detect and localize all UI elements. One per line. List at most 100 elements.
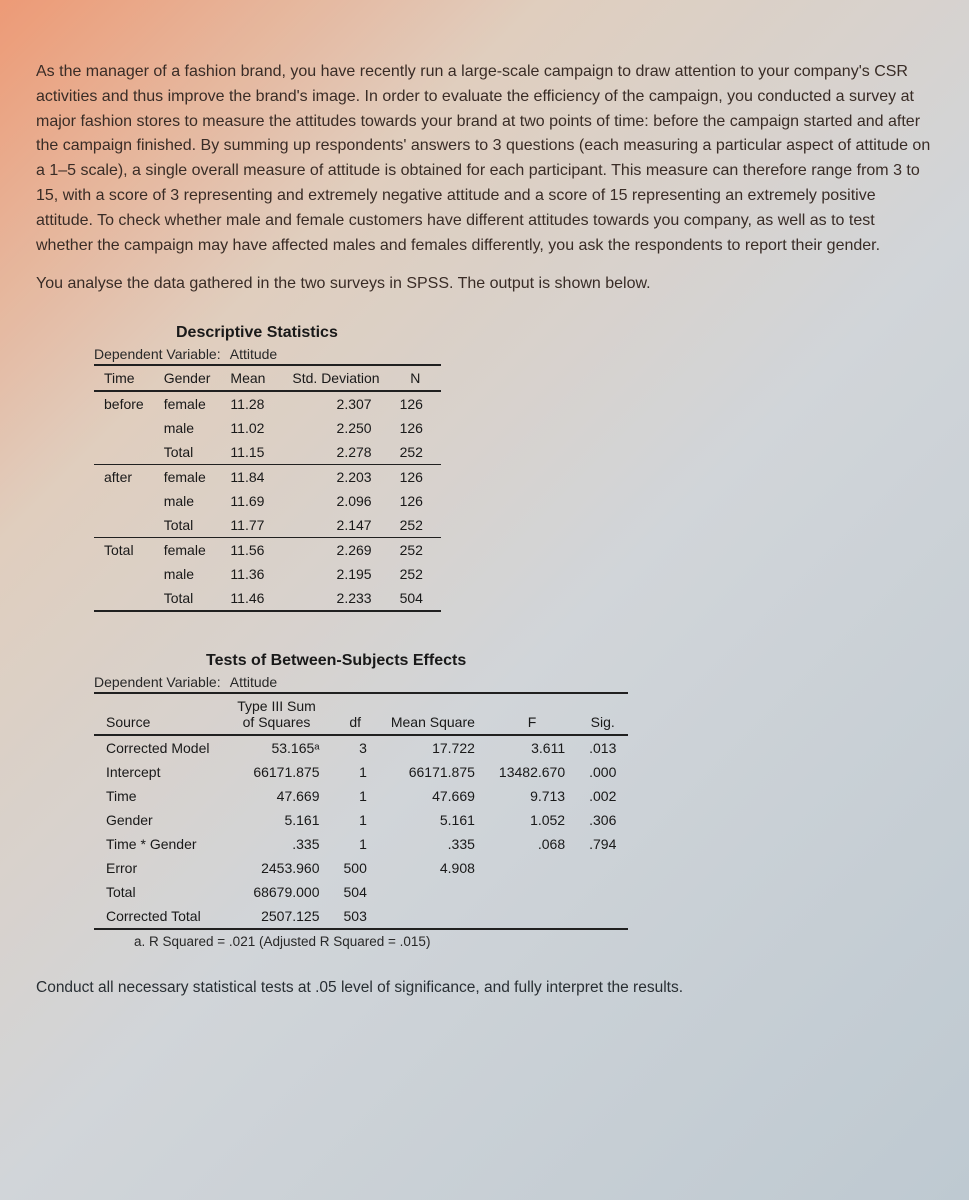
table-row: Time47.669147.6699.713.002 xyxy=(94,784,628,808)
table-cell: Time * Gender xyxy=(94,832,222,856)
table-cell: 1 xyxy=(332,808,379,832)
table-cell: .068 xyxy=(487,832,577,856)
table-cell: male xyxy=(154,416,221,440)
table-cell: 2453.960 xyxy=(222,856,332,880)
table-cell: 3.611 xyxy=(487,735,577,760)
table-cell: 252 xyxy=(390,440,441,465)
table-cell xyxy=(379,880,487,904)
table-row: Total11.772.147252 xyxy=(94,513,441,538)
table-cell xyxy=(94,586,154,611)
table-cell xyxy=(577,856,628,880)
table-cell xyxy=(577,880,628,904)
table-cell: 252 xyxy=(390,562,441,586)
table-cell: 3 xyxy=(332,735,379,760)
hdr-df: df xyxy=(332,693,379,735)
table-row: male11.692.096126 xyxy=(94,489,441,513)
table-cell: 252 xyxy=(390,513,441,538)
hdr-mean: Mean xyxy=(220,365,282,391)
table-row: Total11.152.278252 xyxy=(94,440,441,465)
table-cell xyxy=(94,562,154,586)
table-cell: 11.15 xyxy=(220,440,282,465)
table-cell: Total xyxy=(94,880,222,904)
table-row: Totalfemale11.562.269252 xyxy=(94,538,441,563)
table-cell: 17.722 xyxy=(379,735,487,760)
hdr-ss: Type III Sum of Squares xyxy=(222,693,332,735)
table-cell: 66171.875 xyxy=(379,760,487,784)
table-cell: 2.096 xyxy=(282,489,389,513)
intro-paragraph: As the manager of a fashion brand, you h… xyxy=(36,60,933,258)
table-cell: 2507.125 xyxy=(222,904,332,929)
table-cell: after xyxy=(94,465,154,490)
table-row: Time * Gender.3351.335.068.794 xyxy=(94,832,628,856)
depvar-line-1: Dependent Variable: Attitude xyxy=(94,346,933,362)
table-cell: Gender xyxy=(94,808,222,832)
table-cell: Error xyxy=(94,856,222,880)
table-row: beforefemale11.282.307126 xyxy=(94,391,441,416)
table-cell: Corrected Model xyxy=(94,735,222,760)
table-cell: 504 xyxy=(390,586,441,611)
table-cell: .000 xyxy=(577,760,628,784)
table-cell: female xyxy=(154,465,221,490)
table-cell: 1 xyxy=(332,784,379,808)
depvar-line-2: Dependent Variable: Attitude xyxy=(94,674,933,690)
table-cell: 11.36 xyxy=(220,562,282,586)
table-cell: 1 xyxy=(332,760,379,784)
table-cell: Time xyxy=(94,784,222,808)
depvar-label: Dependent Variable: xyxy=(94,346,221,362)
table-cell xyxy=(94,440,154,465)
table-cell: 2.203 xyxy=(282,465,389,490)
anova-header-row: Source Type III Sum of Squares df Mean S… xyxy=(94,693,628,735)
table-cell xyxy=(94,513,154,538)
table-cell: 2.250 xyxy=(282,416,389,440)
table-cell: 11.02 xyxy=(220,416,282,440)
table-cell: 126 xyxy=(390,416,441,440)
spss-paragraph: You analyse the data gathered in the two… xyxy=(36,272,933,296)
hdr-sd: Std. Deviation xyxy=(282,365,389,391)
table-row: Corrected Model53.165ᵃ317.7223.611.013 xyxy=(94,735,628,760)
table-cell: 500 xyxy=(332,856,379,880)
table-cell: 126 xyxy=(390,465,441,490)
table-row: Total11.462.233504 xyxy=(94,586,441,611)
table-row: afterfemale11.842.203126 xyxy=(94,465,441,490)
table-cell: 2.269 xyxy=(282,538,389,563)
table-cell: 2.195 xyxy=(282,562,389,586)
table-cell: Intercept xyxy=(94,760,222,784)
table-cell: 11.28 xyxy=(220,391,282,416)
hdr-sig: Sig. xyxy=(577,693,628,735)
table-row: Intercept66171.875166171.87513482.670.00… xyxy=(94,760,628,784)
table-cell: 252 xyxy=(390,538,441,563)
table-cell: 9.713 xyxy=(487,784,577,808)
table-cell: .002 xyxy=(577,784,628,808)
table-cell: Corrected Total xyxy=(94,904,222,929)
table-cell xyxy=(577,904,628,929)
table-cell: 126 xyxy=(390,391,441,416)
closing-instruction: Conduct all necessary statistical tests … xyxy=(36,979,933,997)
table-row: Total68679.000504 xyxy=(94,880,628,904)
table-cell: 5.161 xyxy=(222,808,332,832)
depvar-value-2: Attitude xyxy=(230,674,277,690)
table-cell: 1 xyxy=(332,832,379,856)
table-cell: 47.669 xyxy=(222,784,332,808)
hdr-n: N xyxy=(390,365,441,391)
table-cell: Total xyxy=(154,440,221,465)
table-row: male11.022.250126 xyxy=(94,416,441,440)
table-cell: 2.147 xyxy=(282,513,389,538)
table-cell: .306 xyxy=(577,808,628,832)
table-cell: male xyxy=(154,562,221,586)
table-cell: female xyxy=(154,538,221,563)
desc-header-row: Time Gender Mean Std. Deviation N xyxy=(94,365,441,391)
table-cell: .013 xyxy=(577,735,628,760)
hdr-f: F xyxy=(487,693,577,735)
table-cell: 5.161 xyxy=(379,808,487,832)
descriptive-table: Time Gender Mean Std. Deviation N before… xyxy=(94,364,441,612)
table-cell: 11.69 xyxy=(220,489,282,513)
table-cell: 2.278 xyxy=(282,440,389,465)
table-cell: 503 xyxy=(332,904,379,929)
table-row: Corrected Total2507.125503 xyxy=(94,904,628,929)
table-cell: 4.908 xyxy=(379,856,487,880)
descriptive-title: Descriptive Statistics xyxy=(176,324,933,342)
hdr-ms: Mean Square xyxy=(379,693,487,735)
table-cell: 66171.875 xyxy=(222,760,332,784)
table-cell: Total xyxy=(94,538,154,563)
table-cell: Total xyxy=(154,513,221,538)
